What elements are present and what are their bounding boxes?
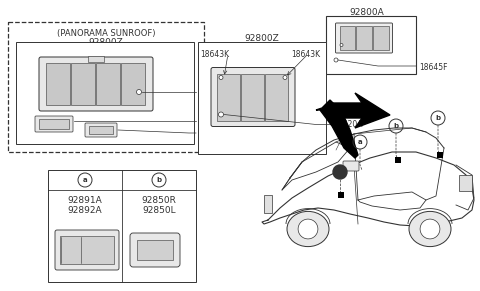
Ellipse shape (136, 90, 142, 95)
Text: 92857: 92857 (199, 116, 223, 125)
Bar (39, 119, 69, 129)
Bar (459, 175, 472, 191)
Ellipse shape (219, 75, 223, 79)
Text: 92800Z: 92800Z (89, 38, 123, 47)
Bar (71, 63, 95, 105)
Ellipse shape (287, 211, 329, 246)
Text: 92800A: 92800A (349, 8, 384, 17)
FancyBboxPatch shape (336, 23, 393, 53)
Text: 95520A: 95520A (199, 88, 228, 97)
Bar (265, 74, 288, 120)
Bar (437, 152, 443, 158)
FancyBboxPatch shape (35, 116, 73, 132)
Ellipse shape (340, 43, 343, 47)
Bar (89, 126, 113, 134)
Circle shape (333, 165, 347, 179)
Text: (PANORAMA SUNROOF): (PANORAMA SUNROOF) (57, 29, 155, 38)
Bar (16, 42, 194, 144)
Bar (338, 192, 344, 198)
Ellipse shape (218, 112, 224, 117)
Text: 95520A: 95520A (334, 120, 363, 129)
Text: 18643K: 18643K (291, 50, 320, 59)
Bar (48, 170, 196, 282)
Text: 92892A: 92892A (68, 206, 102, 215)
Ellipse shape (420, 219, 440, 239)
Ellipse shape (283, 75, 287, 79)
FancyBboxPatch shape (343, 161, 359, 171)
Text: b: b (394, 123, 398, 129)
Text: a: a (358, 139, 362, 145)
Text: 92850L: 92850L (142, 206, 176, 215)
Bar (46, 63, 70, 105)
Bar (198, 42, 326, 154)
Bar (373, 26, 388, 50)
Text: 92891A: 92891A (68, 196, 102, 205)
Ellipse shape (298, 219, 318, 239)
Bar (326, 16, 416, 74)
Bar (264, 195, 272, 213)
Bar (8, 22, 204, 152)
Bar (356, 26, 372, 50)
Polygon shape (330, 93, 390, 128)
Ellipse shape (334, 58, 338, 62)
Bar (60, 236, 114, 264)
Text: 18645F: 18645F (419, 63, 447, 72)
Bar (241, 74, 264, 120)
Text: b: b (156, 177, 162, 183)
Ellipse shape (409, 211, 451, 246)
Bar (96, 63, 120, 105)
FancyBboxPatch shape (55, 230, 119, 270)
FancyBboxPatch shape (211, 68, 295, 127)
FancyBboxPatch shape (39, 57, 153, 111)
Bar (137, 240, 173, 260)
Bar (88, 56, 104, 62)
Text: a: a (83, 177, 87, 183)
Text: 92800Z: 92800Z (245, 34, 279, 43)
Text: 92856: 92856 (199, 129, 223, 138)
Polygon shape (316, 100, 358, 158)
Text: 92850R: 92850R (142, 196, 177, 205)
Bar (339, 26, 355, 50)
Text: 18643K: 18643K (200, 50, 229, 59)
Bar (121, 63, 144, 105)
Text: b: b (435, 115, 441, 121)
Bar (395, 157, 401, 163)
FancyBboxPatch shape (130, 233, 180, 267)
Bar (217, 74, 240, 120)
FancyBboxPatch shape (85, 123, 117, 137)
